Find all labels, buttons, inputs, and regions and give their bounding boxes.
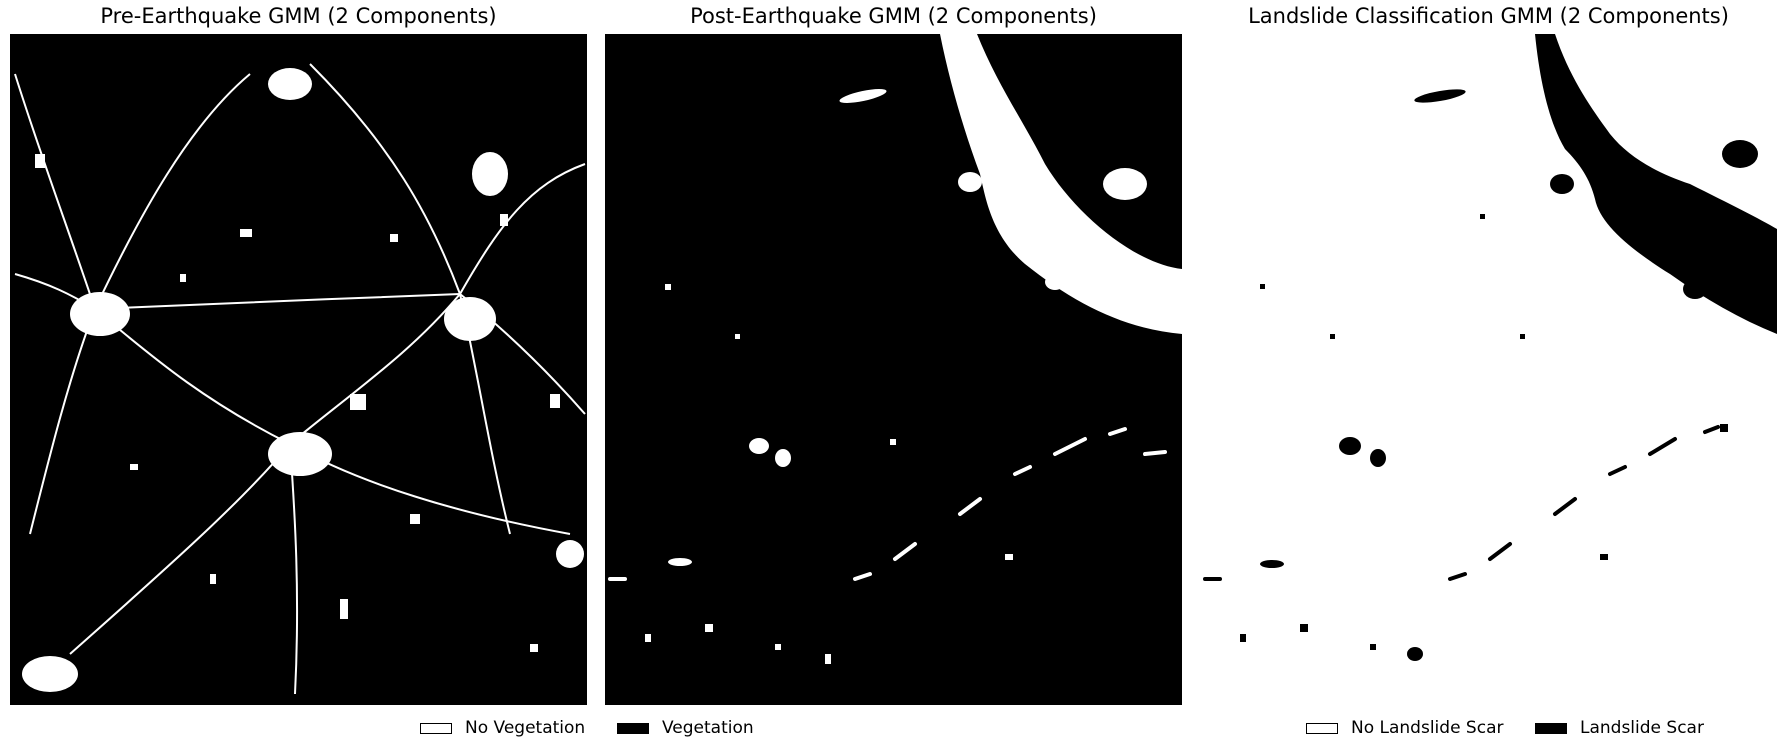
legend-swatch-vegetation <box>617 722 649 734</box>
legend-item-no-vegetation: No Vegetation <box>420 718 585 738</box>
legend-item-vegetation: Vegetation <box>617 718 754 738</box>
legend-label-vegetation: Vegetation <box>662 718 754 738</box>
legend-label-landslide-scar: Landslide Scar <box>1580 718 1704 738</box>
panel-title-pre: Pre-Earthquake GMM (2 Components) <box>100 4 497 28</box>
legend-item-no-landslide-scar: No Landslide Scar <box>1306 718 1503 738</box>
legend-label-no-landslide-scar: No Landslide Scar <box>1351 718 1504 738</box>
legend-swatch-no-vegetation <box>420 722 452 734</box>
legend-swatch-no-landslide-scar <box>1306 722 1338 734</box>
legend-swatch-landslide-scar <box>1535 722 1567 734</box>
post-earthquake-map <box>605 34 1182 705</box>
pre-earthquake-map <box>10 34 587 705</box>
panel-title-post: Post-Earthquake GMM (2 Components) <box>690 4 1097 28</box>
legend-item-landslide-scar: Landslide Scar <box>1535 718 1704 738</box>
panel-title-landslide: Landslide Classification GMM (2 Componen… <box>1248 4 1729 28</box>
landslide-classification-map <box>1200 34 1777 705</box>
legend-label-no-vegetation: No Vegetation <box>465 718 586 738</box>
